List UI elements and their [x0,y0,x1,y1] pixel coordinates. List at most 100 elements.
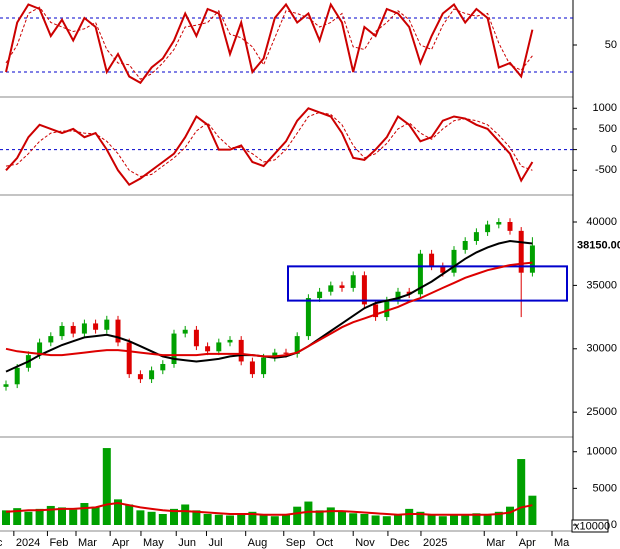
volume-bar [158,514,167,525]
candle-body [272,352,278,358]
volume-bar [450,514,458,525]
volume-bar [102,448,111,525]
volume-bar [483,514,492,525]
candle-body [339,285,345,288]
volume-bar [405,508,414,525]
candle-body [283,352,289,354]
candle-body [294,336,300,354]
volume-bar [203,514,212,525]
candle-body [137,374,143,380]
volume-bar [528,495,537,525]
volume-bar [506,506,514,525]
candle-body [216,342,222,352]
last-price-label: 38150.00 [577,239,620,251]
volume-bar [371,515,380,525]
volume-bar [69,509,78,525]
candle-body [451,249,457,273]
x-tick-label: Aug [248,537,268,549]
candle-body [48,336,54,343]
volume-bar [170,508,178,525]
y-tick-label: 0 [611,144,617,156]
x-tick-label: Jun [178,537,196,549]
candle-body [373,304,379,318]
x-tick-label: Mar [78,537,97,549]
volume-bar [80,503,89,525]
candle-body [462,241,468,250]
volume-bar [181,504,190,525]
candle-body [361,275,367,305]
candle-body [406,291,412,295]
y-tick-label: 0 [611,519,617,531]
volume-bar [270,516,279,525]
candle-body [37,342,43,356]
unit-label: x10000 [574,520,610,532]
candle-body [115,319,121,343]
volume-bar [315,510,324,525]
price-tag [575,238,620,253]
volume-bar [304,501,313,525]
volume-bar [494,511,503,525]
candle-body [317,291,323,299]
x-tick-label: Ma [554,537,570,549]
candle-body [3,384,9,387]
series-line [5,6,533,80]
volume-bar [114,499,122,525]
volume-bar [24,511,33,525]
candle-body [104,319,110,330]
candle-body [160,363,166,371]
range-box [287,265,568,302]
candle-body [518,230,524,273]
volume-bar [13,508,22,525]
x-tick-label: May [143,537,164,549]
candle-body [328,285,334,292]
y-tick-label: 25000 [586,406,617,418]
x-tick-label: 2024 [16,537,40,549]
x-tick-label: c [0,537,3,549]
candle-body [429,253,435,267]
candle-body [384,300,390,318]
volume-bar [2,510,10,525]
volume-bar [259,514,268,525]
volume-bar [35,508,44,525]
candle-body [227,339,233,343]
volume-bar [226,515,234,525]
candle-body [149,370,155,380]
volume-bar [192,510,201,525]
y-tick-label: 500 [599,123,617,135]
y-tick-label: 40000 [586,216,617,228]
y-tick-label: 50 [605,39,617,51]
candle-body [93,323,99,330]
candle-body [305,298,311,337]
candle-body [440,266,446,273]
series-line [5,501,533,516]
y-tick-label: -500 [595,164,617,176]
volume-bar [136,510,145,525]
volume-bar [338,511,346,525]
x-tick-label: Nov [355,537,375,549]
volume-bar [472,513,481,525]
volume-bar [427,515,436,525]
y-tick-label: 5000 [593,482,617,494]
candle-body [350,275,356,288]
candle-body [261,357,267,375]
series-line [5,2,534,85]
candle-body [205,346,211,352]
volume-bar [58,507,66,525]
x-tick-label: Mar [486,537,505,549]
candle-body [238,339,244,362]
series-line [5,261,533,358]
y-tick-label: 10000 [586,446,617,458]
candle-body [171,333,177,364]
unit-box [571,519,609,533]
volume-bar [438,516,447,525]
candle-body [249,361,255,375]
candle-body [395,291,401,301]
volume-bar [46,505,55,525]
candle-body [507,221,513,231]
x-tick-label: Oct [316,537,333,549]
y-tick-label: 30000 [586,343,617,355]
series-line [5,111,533,178]
candle-body [417,253,423,295]
